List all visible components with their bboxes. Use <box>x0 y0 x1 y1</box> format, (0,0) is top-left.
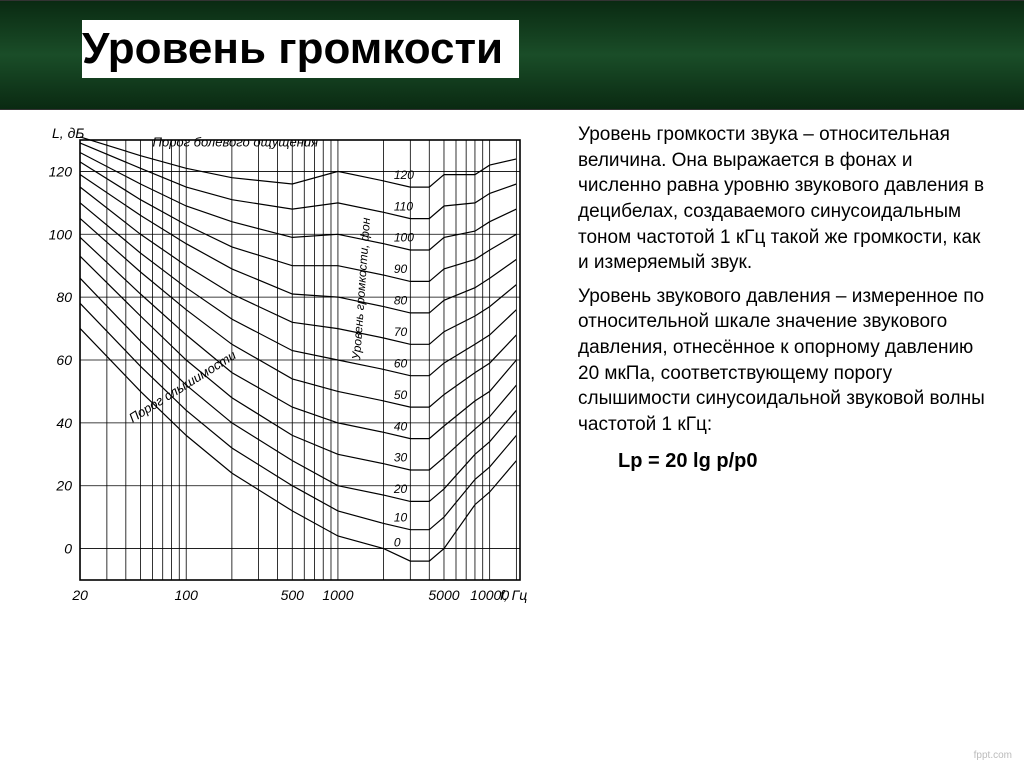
svg-text:100: 100 <box>394 231 414 245</box>
svg-text:110: 110 <box>394 199 413 213</box>
page-title: Уровень громкости <box>82 20 519 78</box>
svg-text:1000: 1000 <box>322 587 353 603</box>
svg-text:80: 80 <box>394 294 408 308</box>
svg-text:70: 70 <box>394 325 408 339</box>
svg-text:20: 20 <box>393 482 408 496</box>
svg-text:Уровень громкости, фон: Уровень громкости, фон <box>349 217 373 361</box>
formula: Lp = 20 lg p/p0 <box>618 450 994 473</box>
svg-text:120: 120 <box>49 163 73 179</box>
svg-text:f, Гц: f, Гц <box>500 587 527 603</box>
svg-text:0: 0 <box>64 541 72 557</box>
svg-text:60: 60 <box>56 352 72 368</box>
content-area: 020406080100120201005001000500010000L, д… <box>0 110 1024 640</box>
svg-text:80: 80 <box>56 289 72 305</box>
svg-text:40: 40 <box>56 415 72 431</box>
svg-text:60: 60 <box>394 356 408 370</box>
svg-text:100: 100 <box>49 226 73 242</box>
svg-text:Порог болевого ощущения: Порог болевого ощущения <box>153 134 319 149</box>
svg-text:30: 30 <box>394 451 408 465</box>
svg-text:L, дБ: L, дБ <box>52 125 84 141</box>
header-band: Уровень громкости <box>0 0 1024 110</box>
svg-text:0: 0 <box>394 536 401 550</box>
svg-text:500: 500 <box>281 587 305 603</box>
svg-text:5000: 5000 <box>428 587 459 603</box>
chart-column: 020406080100120201005001000500010000L, д… <box>20 120 560 630</box>
equal-loudness-chart: 020406080100120201005001000500010000L, д… <box>20 120 560 630</box>
paragraph-1: Уровень громкости звука – относительная … <box>578 122 994 276</box>
text-column: Уровень громкости звука – относительная … <box>560 120 994 630</box>
svg-text:20: 20 <box>71 587 88 603</box>
svg-text:120: 120 <box>394 168 414 182</box>
svg-text:40: 40 <box>394 419 408 433</box>
svg-text:90: 90 <box>394 262 408 276</box>
svg-text:10: 10 <box>394 510 408 524</box>
svg-text:50: 50 <box>394 388 408 402</box>
paragraph-2: Уровень звукового давления – измеренное … <box>578 284 994 438</box>
svg-text:Порог слышимости: Порог слышимости <box>126 347 238 425</box>
svg-text:100: 100 <box>175 587 199 603</box>
svg-text:20: 20 <box>55 478 72 494</box>
footer-logo: fppt.com <box>974 750 1012 761</box>
